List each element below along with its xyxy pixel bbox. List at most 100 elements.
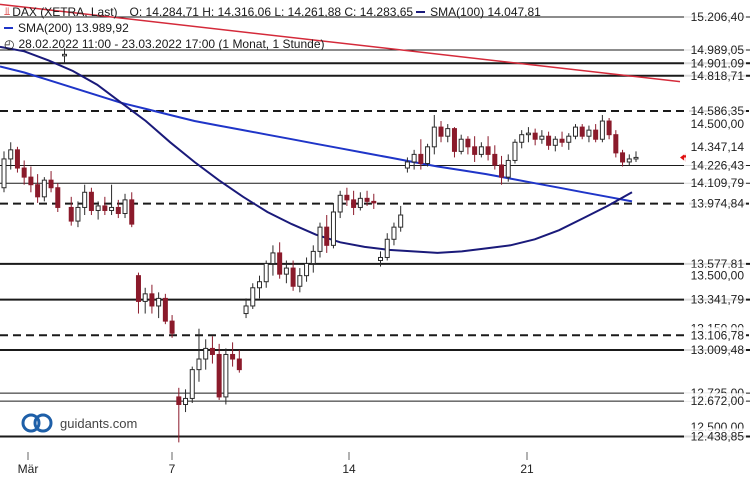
candle-body-6 <box>41 179 47 198</box>
legend-row-1: ⫫ DAX (XETRA, Last) O: 14.284,71 H: 14.3… <box>4 4 541 20</box>
candle-body-60 <box>404 161 410 169</box>
sma100-line <box>0 45 633 254</box>
y-label-bg-19 <box>684 428 746 445</box>
clock-icon: ◴ <box>4 37 15 51</box>
y-label-text-0: 15.206,40 <box>691 10 745 24</box>
y-label-2: 14.901,09 <box>684 55 746 72</box>
candle-body-54 <box>364 197 370 202</box>
candle-body-13 <box>88 191 94 211</box>
y-label-bg-15 <box>684 342 746 359</box>
candle-body-28 <box>189 369 195 399</box>
candle-body-88 <box>593 129 599 140</box>
candle-body-14 <box>95 205 101 211</box>
y-label-bg-2 <box>684 55 746 72</box>
y-label-text-4: 14.586,35 <box>691 104 745 118</box>
candle-body-67 <box>451 128 457 152</box>
candle-body-5 <box>35 184 41 198</box>
instrument-label: DAX (XETRA, Last) <box>12 5 118 19</box>
y-label-9: 13.974,84 <box>684 195 746 212</box>
chart-icon: ⫫ <box>4 6 11 18</box>
candle-body-69 <box>465 138 471 148</box>
candle-body-78 <box>525 132 531 136</box>
candle-body-23 <box>156 297 162 307</box>
candle-body-37 <box>250 287 256 307</box>
y-label-bg-3 <box>684 67 746 84</box>
candle-body-76 <box>512 141 518 161</box>
trendline <box>0 3 681 83</box>
horizontal-lines <box>0 16 750 438</box>
y-label-bg-1 <box>684 41 746 58</box>
y-label-bg-11 <box>684 267 746 284</box>
candle-body-57 <box>384 238 390 258</box>
candle-body-84 <box>566 135 572 143</box>
y-label-3: 14.818,71 <box>684 67 746 84</box>
candle-body-83 <box>559 138 565 143</box>
candle-body-4 <box>28 176 34 186</box>
candle-body-72 <box>485 146 491 155</box>
y-label-text-10: 13.577,81 <box>691 257 745 271</box>
y-label-text-7: 14.226,43 <box>691 159 745 173</box>
y-label-6: 14.347,14 <box>684 139 746 156</box>
candle-body-90 <box>606 120 612 136</box>
candle-body-53 <box>357 197 363 208</box>
y-label-text-3: 14.818,71 <box>691 69 745 83</box>
candles <box>1 48 686 443</box>
y-label-5: 14.500,00 <box>684 116 746 133</box>
candle-body-30 <box>203 347 209 360</box>
candle-body-36 <box>243 305 249 315</box>
candle-body-74 <box>499 164 505 178</box>
legend-row-3: ◴ 28.02.2022 11:00 - 23.03.2022 17:00 (1… <box>4 36 541 52</box>
candle-body-31 <box>209 347 215 355</box>
candle-body-7 <box>48 179 54 189</box>
candle-body-48 <box>324 226 330 246</box>
y-label-19: 12.438,85 <box>684 428 746 445</box>
candle-body-47 <box>317 226 323 252</box>
candle-body-20 <box>135 275 141 302</box>
candle-body-59 <box>398 214 404 228</box>
y-label-text-1: 14.989,05 <box>691 43 745 57</box>
candle-body-41 <box>277 252 283 275</box>
candle-body-42 <box>283 267 289 275</box>
candle-body-46 <box>310 250 316 265</box>
sma100-swatch <box>416 11 426 13</box>
candle-body-26 <box>176 396 182 405</box>
y-label-14: 13.106,78 <box>684 327 746 344</box>
y-label-8: 14.109,79 <box>684 175 746 192</box>
candle-body-16 <box>109 206 115 211</box>
y-label-12: 13.341,79 <box>684 291 746 308</box>
candle-body-29 <box>196 358 202 371</box>
candle-body-82 <box>552 138 558 146</box>
candle-body-33 <box>223 353 229 398</box>
candle-body-40 <box>270 252 276 265</box>
legend-row-2: SMA(200) 13.989,92 <box>4 20 541 36</box>
candle-body-43 <box>290 267 296 287</box>
falling-trendline <box>0 3 681 83</box>
y-label-text-6: 14.347,14 <box>691 140 745 154</box>
date-range: 28.02.2022 11:00 - 23.03.2022 17:00 (1 M… <box>18 37 325 51</box>
candle-body-51 <box>344 194 350 201</box>
y-label-bg-12 <box>684 291 746 308</box>
candle-body-66 <box>445 128 451 137</box>
candle-body-50 <box>337 194 343 213</box>
y-label-text-19: 12.438,85 <box>691 430 745 444</box>
y-label-1: 14.989,05 <box>684 41 746 58</box>
y-label-text-15: 13.009,48 <box>691 343 745 357</box>
candle-body-35 <box>236 358 242 371</box>
candle-body-81 <box>546 135 552 146</box>
sma100-label: SMA(100) 14.047,81 <box>430 5 541 19</box>
y-label-text-5: 14.500,00 <box>691 117 745 131</box>
candle-body-73 <box>492 153 498 166</box>
candle-body-24 <box>162 297 168 322</box>
candle-body-11 <box>75 206 81 222</box>
candle-body-38 <box>256 281 262 289</box>
guidants-icon <box>21 413 53 433</box>
y-label-text-11: 13.500,00 <box>691 269 745 283</box>
x-tick-label-1: 7 <box>169 462 176 476</box>
candle-body-87 <box>586 129 592 137</box>
candle-body-70 <box>472 146 478 155</box>
candle-body-10 <box>68 206 74 222</box>
candle-body-9 <box>62 53 68 57</box>
y-label-text-12: 13.341,79 <box>691 293 745 307</box>
y-label-bg-6 <box>684 139 746 156</box>
